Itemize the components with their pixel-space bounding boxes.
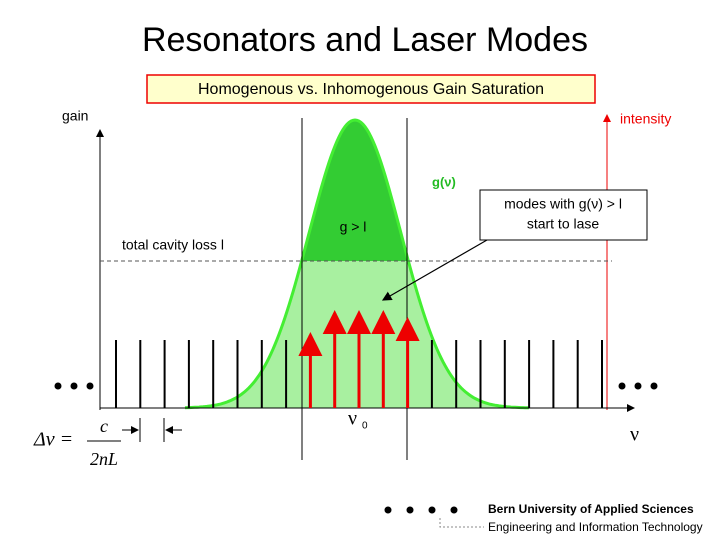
- ellipsis: [54, 382, 658, 390]
- footer-line: Engineering and Information Technology: [488, 520, 703, 534]
- formula-denominator: 2nL: [90, 449, 118, 469]
- gain-outline: [184, 118, 530, 410]
- footer-dots: [384, 506, 458, 514]
- subtitle-box: [146, 74, 596, 104]
- curve-label: g(ν): [432, 174, 456, 189]
- center-frequency: ν: [348, 408, 357, 430]
- gain-label: gain: [62, 108, 88, 124]
- gain-curve: [184, 118, 530, 410]
- gain-area-upper: [301, 120, 409, 261]
- title: Resonators and Laser Modes: [142, 21, 588, 59]
- gain-area-lower: [185, 261, 529, 408]
- annotation-box: [479, 189, 648, 241]
- intensity-label: intensity: [620, 111, 671, 127]
- subtitle: Homogenous vs. Inhomogenous Gain Saturat…: [198, 81, 544, 98]
- annotation-line: start to lase: [527, 216, 600, 232]
- footer-line: Bern University of Applied Sciences: [488, 502, 694, 516]
- center-frequency-subscript: 0: [362, 421, 368, 432]
- modes: [115, 310, 603, 408]
- frequency-label: ν: [630, 424, 639, 446]
- footer-bracket: [439, 518, 484, 528]
- loss-label: total cavity loss l: [122, 237, 224, 253]
- formula-lhs: Δν =: [33, 429, 73, 451]
- annotation-arrow: [381, 239, 488, 301]
- gain-above-loss: g > l: [340, 219, 367, 235]
- formula-numerator: c: [100, 416, 108, 436]
- annotation-line: modes with g(ν) > l: [504, 196, 622, 212]
